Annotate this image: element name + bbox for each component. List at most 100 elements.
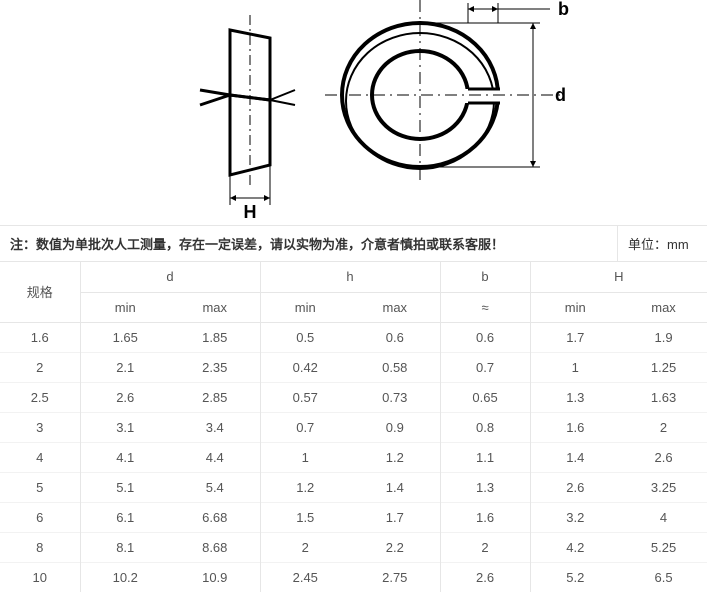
cell-b: 1.6 bbox=[440, 502, 530, 532]
header-d: d bbox=[80, 262, 260, 292]
cell-d-min: 10.2 bbox=[80, 562, 170, 592]
cell-H-max: 6.5 bbox=[620, 562, 707, 592]
table-row: 33.13.40.70.90.81.62 bbox=[0, 412, 707, 442]
cell-h-max: 0.73 bbox=[350, 382, 440, 412]
cell-b: 0.8 bbox=[440, 412, 530, 442]
cell-H-max: 3.25 bbox=[620, 472, 707, 502]
cell-spec: 10 bbox=[0, 562, 80, 592]
cell-d-max: 2.85 bbox=[170, 382, 260, 412]
header-spec: 规格 bbox=[0, 262, 80, 322]
cell-d-min: 5.1 bbox=[80, 472, 170, 502]
cell-H-max: 2 bbox=[620, 412, 707, 442]
cell-spec: 8 bbox=[0, 532, 80, 562]
cell-b: 0.6 bbox=[440, 322, 530, 352]
cell-spec: 1.6 bbox=[0, 322, 80, 352]
top-view: b d bbox=[325, 0, 569, 185]
cell-H-max: 1.63 bbox=[620, 382, 707, 412]
table-row: 22.12.350.420.580.711.25 bbox=[0, 352, 707, 382]
cell-h-max: 2.75 bbox=[350, 562, 440, 592]
cell-h-max: 0.9 bbox=[350, 412, 440, 442]
cell-h-min: 1.5 bbox=[260, 502, 350, 532]
table-row: 88.18.6822.224.25.25 bbox=[0, 532, 707, 562]
technical-drawing: H b d bbox=[0, 0, 707, 225]
cell-H-min: 1.4 bbox=[530, 442, 620, 472]
cell-b: 1.1 bbox=[440, 442, 530, 472]
spring-washer-diagram: H b d bbox=[0, 0, 707, 225]
cell-H-min: 2.6 bbox=[530, 472, 620, 502]
cell-b: 0.7 bbox=[440, 352, 530, 382]
cell-spec: 3 bbox=[0, 412, 80, 442]
cell-d-min: 3.1 bbox=[80, 412, 170, 442]
cell-spec: 4 bbox=[0, 442, 80, 472]
cell-H-min: 1.6 bbox=[530, 412, 620, 442]
cell-d-min: 4.1 bbox=[80, 442, 170, 472]
cell-b: 1.3 bbox=[440, 472, 530, 502]
table-row: 1010.210.92.452.752.65.26.5 bbox=[0, 562, 707, 592]
cell-H-max: 5.25 bbox=[620, 532, 707, 562]
cell-d-max: 3.4 bbox=[170, 412, 260, 442]
cell-h-min: 0.42 bbox=[260, 352, 350, 382]
header-b: b bbox=[440, 262, 530, 292]
cell-d-max: 2.35 bbox=[170, 352, 260, 382]
sub-b-approx: ≈ bbox=[440, 292, 530, 322]
cell-d-min: 6.1 bbox=[80, 502, 170, 532]
cell-d-min: 2.1 bbox=[80, 352, 170, 382]
cell-H-max: 2.6 bbox=[620, 442, 707, 472]
label-H: H bbox=[244, 202, 257, 222]
cell-h-min: 0.57 bbox=[260, 382, 350, 412]
cell-h-min: 1.2 bbox=[260, 472, 350, 502]
cell-h-min: 1 bbox=[260, 442, 350, 472]
cell-d-max: 4.4 bbox=[170, 442, 260, 472]
cell-d-max: 6.68 bbox=[170, 502, 260, 532]
cell-d-max: 10.9 bbox=[170, 562, 260, 592]
sub-H-min: min bbox=[530, 292, 620, 322]
spec-table: 规格 d h b H min max min max ≈ min max 1.6… bbox=[0, 262, 707, 592]
cell-h-max: 1.4 bbox=[350, 472, 440, 502]
side-view: H bbox=[200, 15, 295, 222]
cell-h-min: 2 bbox=[260, 532, 350, 562]
sub-h-max: max bbox=[350, 292, 440, 322]
label-b: b bbox=[558, 0, 569, 19]
cell-h-min: 2.45 bbox=[260, 562, 350, 592]
table-row: 55.15.41.21.41.32.63.25 bbox=[0, 472, 707, 502]
sub-H-max: max bbox=[620, 292, 707, 322]
cell-spec: 2 bbox=[0, 352, 80, 382]
table-head: 规格 d h b H min max min max ≈ min max bbox=[0, 262, 707, 322]
cell-b: 2 bbox=[440, 532, 530, 562]
cell-H-min: 4.2 bbox=[530, 532, 620, 562]
cell-d-max: 8.68 bbox=[170, 532, 260, 562]
cell-h-max: 2.2 bbox=[350, 532, 440, 562]
cell-d-max: 1.85 bbox=[170, 322, 260, 352]
cell-H-max: 1.9 bbox=[620, 322, 707, 352]
cell-H-max: 4 bbox=[620, 502, 707, 532]
cell-h-min: 0.7 bbox=[260, 412, 350, 442]
cell-H-min: 3.2 bbox=[530, 502, 620, 532]
sub-d-max: max bbox=[170, 292, 260, 322]
cell-h-max: 0.58 bbox=[350, 352, 440, 382]
table-row: 66.16.681.51.71.63.24 bbox=[0, 502, 707, 532]
cell-H-max: 1.25 bbox=[620, 352, 707, 382]
table-row: 1.61.651.850.50.60.61.71.9 bbox=[0, 322, 707, 352]
sub-d-min: min bbox=[80, 292, 170, 322]
cell-h-max: 1.2 bbox=[350, 442, 440, 472]
cell-h-max: 0.6 bbox=[350, 322, 440, 352]
cell-d-min: 1.65 bbox=[80, 322, 170, 352]
cell-H-min: 5.2 bbox=[530, 562, 620, 592]
cell-H-min: 1.7 bbox=[530, 322, 620, 352]
table-body: 1.61.651.850.50.60.61.71.922.12.350.420.… bbox=[0, 322, 707, 592]
header-H: H bbox=[530, 262, 707, 292]
cell-b: 0.65 bbox=[440, 382, 530, 412]
cell-H-min: 1.3 bbox=[530, 382, 620, 412]
cell-d-min: 8.1 bbox=[80, 532, 170, 562]
cell-spec: 2.5 bbox=[0, 382, 80, 412]
cell-d-max: 5.4 bbox=[170, 472, 260, 502]
note-row: 注：数值为单批次人工测量，存在一定误差，请以实物为准，介意者慎拍或联系客服！ 单… bbox=[0, 225, 707, 262]
cell-spec: 5 bbox=[0, 472, 80, 502]
table-row: 44.14.411.21.11.42.6 bbox=[0, 442, 707, 472]
unit-label: 单位：mm bbox=[617, 226, 707, 261]
cell-h-max: 1.7 bbox=[350, 502, 440, 532]
cell-d-min: 2.6 bbox=[80, 382, 170, 412]
note-text: 注：数值为单批次人工测量，存在一定误差，请以实物为准，介意者慎拍或联系客服！ bbox=[0, 226, 617, 261]
cell-H-min: 1 bbox=[530, 352, 620, 382]
cell-b: 2.6 bbox=[440, 562, 530, 592]
